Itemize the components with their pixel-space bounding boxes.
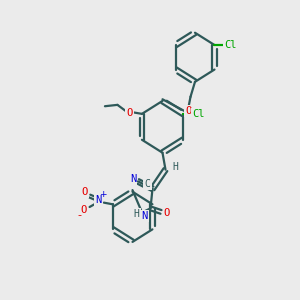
Text: Cl: Cl <box>224 40 236 50</box>
Text: N: N <box>130 174 136 184</box>
Text: -: - <box>78 210 82 220</box>
Text: O: O <box>185 106 192 116</box>
Text: O: O <box>126 107 133 118</box>
Text: N: N <box>95 196 101 206</box>
Text: H: H <box>172 163 178 172</box>
Text: N: N <box>141 211 147 221</box>
Text: O: O <box>164 208 170 218</box>
Text: C: C <box>145 179 150 189</box>
Text: O: O <box>81 187 88 197</box>
Text: Cl: Cl <box>193 109 205 119</box>
Text: H: H <box>134 209 140 219</box>
Text: O: O <box>80 205 87 215</box>
Text: +: + <box>99 190 106 199</box>
